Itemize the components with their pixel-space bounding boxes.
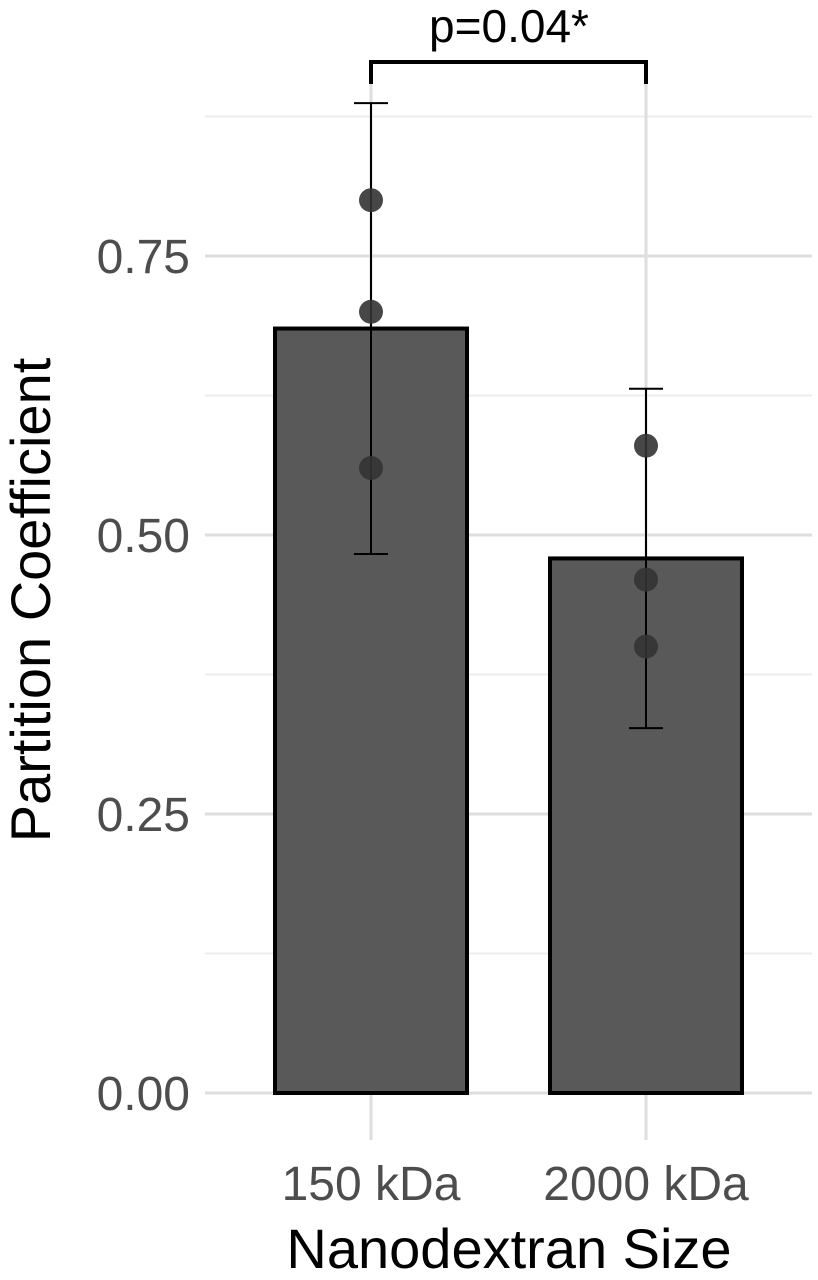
y-axis-title: Partition Coefficient <box>0 357 62 842</box>
bars <box>273 326 744 1096</box>
y-tick-label: 0.75 <box>97 231 190 284</box>
y-tick-label: 0.25 <box>97 789 190 842</box>
x-tick-labels: 150 kDa 2000 kDa <box>282 1158 749 1211</box>
x-tick-label: 2000 kDa <box>543 1158 749 1211</box>
y-tick-label: 0.00 <box>97 1068 190 1121</box>
y-tick-labels: 0.00 0.25 0.50 0.75 <box>97 231 190 1121</box>
data-point <box>634 433 658 458</box>
x-tick-label: 150 kDa <box>282 1158 461 1211</box>
data-point <box>359 188 383 213</box>
data-point <box>634 567 658 592</box>
x-axis-title: Nanodextran Size <box>286 1217 731 1280</box>
data-point <box>359 299 383 324</box>
data-point <box>359 456 383 481</box>
data-points <box>359 188 658 659</box>
significance-bracket <box>369 60 648 84</box>
y-tick-label: 0.50 <box>97 510 190 563</box>
significance-label: p=0.04* <box>429 0 589 52</box>
data-point <box>634 634 658 659</box>
bracket-line <box>369 60 648 84</box>
